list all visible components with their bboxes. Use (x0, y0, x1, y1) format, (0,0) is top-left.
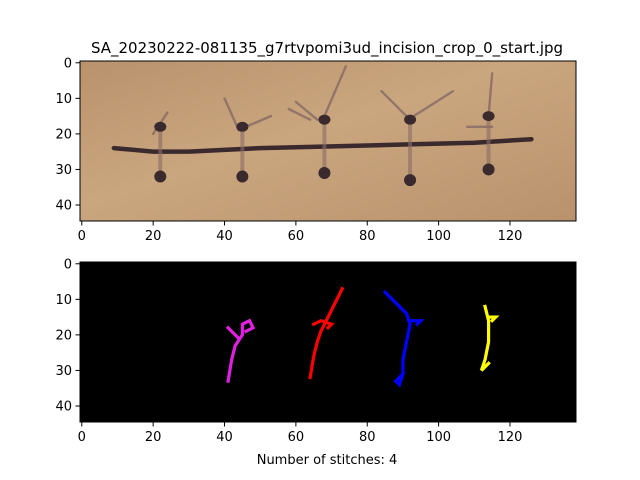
thread-tail (380, 90, 412, 121)
stitch-knot-bottom (318, 167, 331, 179)
stitch-knot-bottom (154, 170, 167, 183)
x-tick-label: 80 (359, 229, 376, 244)
y-tick-label: 0 (64, 56, 72, 71)
thread-tail (487, 72, 494, 118)
stitch-knot-top (318, 114, 331, 125)
stitch-knot-top (236, 121, 249, 132)
stitch-knot-top (404, 114, 417, 125)
stitch-mask-trace (382, 289, 412, 388)
stitch-mask-trace (408, 319, 425, 327)
thread-tail (287, 107, 312, 121)
top-photo-panel: 0 20 40 60 80 100 120 0 10 20 30 40 (55, 56, 577, 244)
y-tick-label: 40 (55, 199, 72, 214)
thread-tail (223, 97, 240, 132)
x-tick-label: 20 (145, 430, 162, 445)
x-tick-label: 120 (498, 229, 523, 244)
stitch-knot-top (482, 111, 495, 122)
x-tick-label: 60 (288, 430, 305, 445)
figure-title: SA_20230222-081135_g7rtvpomi3ud_incision… (91, 39, 563, 58)
x-tick-label: 100 (426, 430, 451, 445)
top-photo-image (80, 61, 576, 221)
y-tick-label: 30 (55, 163, 72, 178)
x-tick-label: 100 (426, 229, 451, 244)
stitch-knot-top (154, 121, 167, 132)
stitch-knot-bottom (236, 170, 249, 183)
y-tick-label: 40 (55, 400, 72, 415)
x-tick-label: 80 (359, 430, 376, 445)
x-tick-label: 120 (498, 430, 523, 445)
stitch-mask-trace (486, 315, 500, 323)
thread-tail (412, 90, 455, 118)
x-tick-label: 0 (78, 229, 86, 244)
stitch-mask-trace (225, 325, 242, 341)
stitch-mask-trace (311, 318, 335, 331)
x-tick-label: 40 (216, 430, 233, 445)
stitch-knot-bottom (482, 163, 495, 176)
x-tick-label: 40 (216, 229, 233, 244)
stitch-count-label: Number of stitches: 4 (257, 453, 398, 468)
stitch-mask-trace (308, 286, 345, 380)
thread-tail (323, 65, 348, 118)
stitch-mask-trace (226, 318, 256, 383)
y-tick-label: 20 (55, 328, 72, 343)
y-tick-label: 0 (64, 257, 72, 272)
y-tick-label: 30 (55, 364, 72, 379)
stitch-knot-bottom (404, 174, 417, 187)
x-tick-label: 20 (145, 229, 162, 244)
y-tick-label: 20 (55, 127, 72, 142)
thread-tail (294, 100, 319, 121)
stitch-mask-image (80, 262, 576, 422)
stitch-mask-panel: 0 20 40 60 80 100 120 0 10 20 30 40 (55, 257, 577, 445)
y-tick-label: 10 (55, 293, 72, 308)
thread-tail (244, 114, 273, 128)
axes-frame (79, 60, 577, 222)
axes-frame (79, 261, 577, 423)
x-tick-label: 60 (288, 229, 305, 244)
mask-background (80, 262, 576, 422)
x-tick-label: 0 (78, 430, 86, 445)
stitch-mask-trace (479, 304, 491, 372)
y-tick-label: 10 (55, 92, 72, 107)
